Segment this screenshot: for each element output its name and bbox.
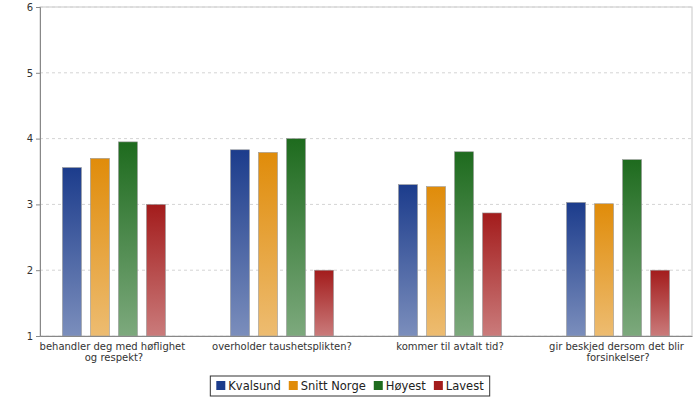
tick-mark — [36, 7, 40, 8]
x-axis-line — [41, 336, 693, 337]
series — [62, 150, 585, 336]
grid-line — [40, 138, 692, 139]
tick: 4 — [27, 133, 40, 144]
tick: 6 — [27, 2, 40, 13]
bar — [62, 168, 81, 336]
bar — [567, 202, 586, 336]
y-axis-line — [36, 8, 41, 337]
y-axis: 1 2 3 4 5 6 — [27, 2, 41, 342]
bar — [258, 152, 277, 336]
bar — [314, 270, 333, 336]
grid-line — [40, 270, 692, 271]
tick-label: 1 — [27, 331, 33, 342]
tick-mark — [36, 73, 40, 74]
legend-swatch — [434, 381, 443, 390]
bar — [230, 150, 249, 336]
grid-line — [40, 204, 692, 205]
plot: 1 2 3 4 5 6 behandler deg med høflighet og res… — [27, 2, 693, 363]
series — [90, 152, 613, 336]
legend-item: Høyest — [374, 379, 427, 393]
grid-line — [40, 72, 692, 73]
grid — [40, 7, 692, 336]
bar — [90, 158, 109, 336]
tick-label: 5 — [27, 68, 33, 79]
tick-label: 6 — [27, 2, 33, 13]
tick: overholder taushetsplikten? — [212, 336, 352, 352]
legend-swatch — [374, 381, 383, 390]
tick: behandler deg med høflighet og respekt? — [40, 336, 189, 363]
tick: 5 — [27, 68, 40, 79]
bar — [623, 160, 642, 336]
tick-label: behandler deg med høflighet og respekt? — [40, 341, 189, 364]
tick: gir beskjed dersom det blir forsinkelser… — [549, 336, 687, 363]
tick-label: 3 — [27, 199, 33, 210]
legend-item: Snitt Norge — [289, 379, 366, 393]
x-axis: behandler deg med høflighet og respekt? o… — [40, 336, 693, 363]
legend-item: Lavest — [434, 379, 484, 393]
tick-label: gir beskjed dersom det blir forsinkelser… — [549, 341, 687, 364]
tick-label: 4 — [27, 133, 33, 144]
grid-line — [40, 336, 692, 337]
tick-label: overholder taushetsplikten? — [212, 341, 352, 352]
bar — [595, 204, 614, 336]
tick-mark — [36, 270, 40, 271]
bars — [62, 139, 669, 336]
legend-label: Kvalsund — [228, 379, 280, 393]
bar — [455, 152, 474, 336]
plot-frame — [40, 7, 692, 336]
bar — [426, 187, 445, 336]
legend-label: Høyest — [386, 379, 427, 393]
tick-mark — [36, 336, 40, 337]
series — [118, 139, 641, 336]
bar — [651, 270, 670, 336]
bar — [286, 139, 305, 336]
series — [146, 204, 669, 336]
tick: 2 — [27, 265, 40, 276]
legend-label: Snitt Norge — [301, 379, 366, 393]
tick-label: 2 — [27, 265, 33, 276]
tick-mark — [36, 139, 40, 140]
tick-mark — [36, 204, 40, 205]
legend-swatch — [216, 381, 225, 390]
legend-label: Lavest — [446, 379, 484, 393]
chart: 1 2 3 4 5 6 behandler deg med høflighet og res… — [0, 0, 700, 400]
legend: Kvalsund Snitt Norge Høyest Lavest — [210, 376, 489, 396]
tick: 1 — [27, 331, 40, 342]
legend-swatch — [289, 381, 298, 390]
tick: 3 — [27, 199, 40, 210]
bar — [118, 142, 137, 336]
grid-line — [40, 7, 692, 8]
tick: kommer til avtalt tid? — [396, 336, 503, 352]
bar — [146, 204, 165, 336]
legend-box — [210, 376, 489, 396]
tick-label: kommer til avtalt tid? — [396, 341, 503, 352]
bar — [398, 185, 417, 336]
legend-item: Kvalsund — [216, 379, 280, 393]
bar — [483, 213, 502, 336]
